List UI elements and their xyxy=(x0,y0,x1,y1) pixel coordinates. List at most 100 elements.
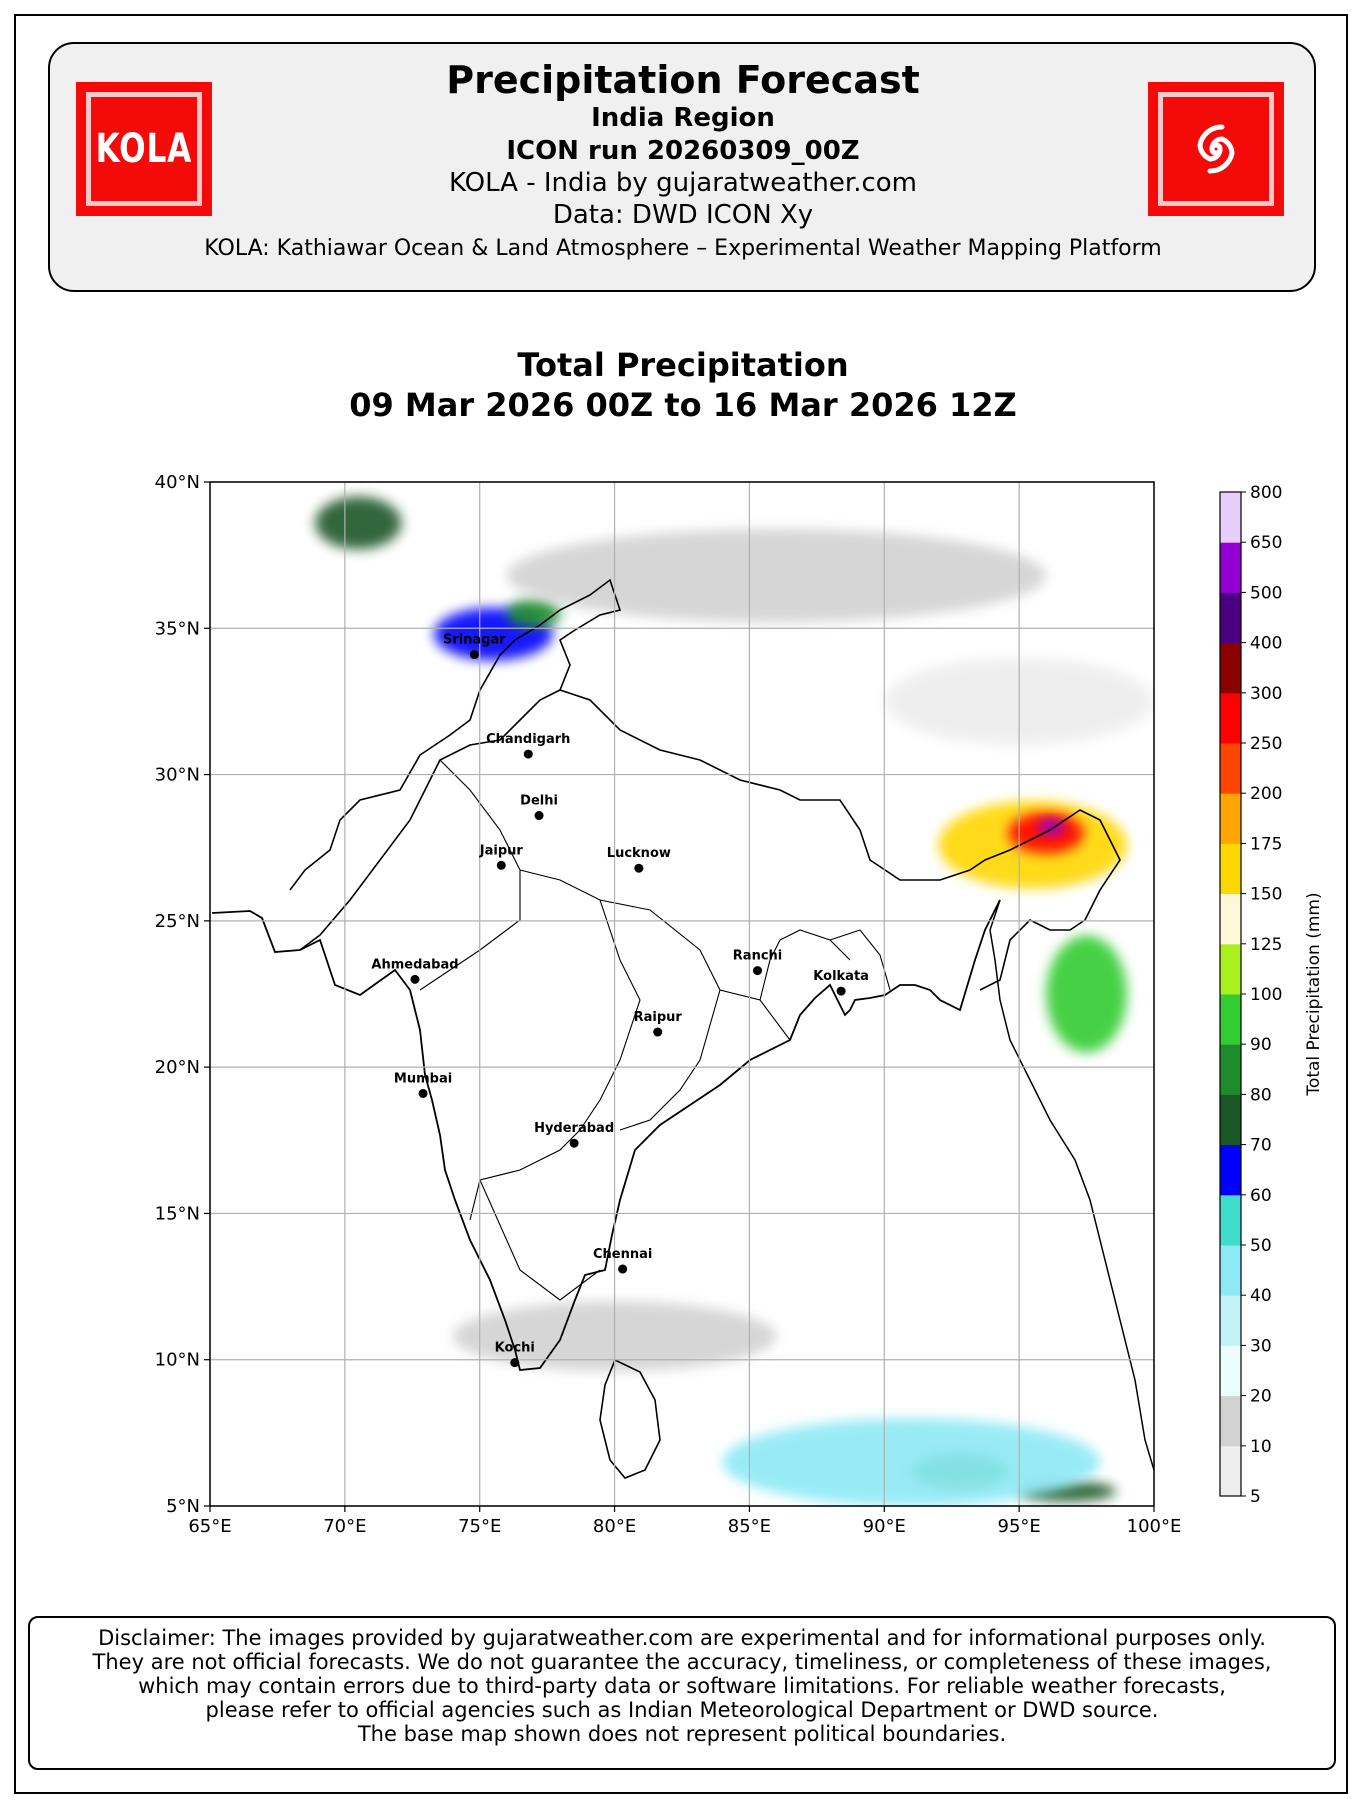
disclaimer-line: please refer to official agencies such a… xyxy=(205,1698,1159,1722)
colorbar-segment xyxy=(1220,1094,1241,1146)
city-label: Kochi xyxy=(495,1341,535,1356)
lon-tick-label: 95°E xyxy=(998,1516,1041,1537)
map-title: Total Precipitation xyxy=(517,346,849,384)
colorbar-tick-label: 400 xyxy=(1250,634,1282,654)
lon-tick-label: 80°E xyxy=(593,1516,636,1537)
colorbar-tick-label: 60 xyxy=(1250,1186,1272,1206)
colorbar-tick-label: 40 xyxy=(1250,1286,1272,1306)
colorbar-tick-label: 175 xyxy=(1250,834,1282,854)
colorbar-tick-label: 80 xyxy=(1250,1085,1272,1105)
colorbar-segment xyxy=(1220,843,1241,895)
disclaimer-line: Disclaimer: The images provided by gujar… xyxy=(98,1626,1266,1650)
lat-tick-label: 5°N xyxy=(166,1496,200,1517)
logo-text: KOLA xyxy=(95,126,193,172)
city-marker xyxy=(469,650,479,660)
header-data-source: Data: DWD ICON Xy xyxy=(552,200,814,230)
colorbar-segment xyxy=(1220,1295,1241,1346)
colorbar-segment xyxy=(1220,642,1241,694)
colorbar-segment xyxy=(1220,793,1241,844)
cyclone-icon xyxy=(1197,124,1235,174)
city-label: Ahmedabad xyxy=(371,957,458,972)
disclaimer-line: The base map shown does not represent po… xyxy=(357,1722,1007,1746)
colorbar-tick-label: 300 xyxy=(1250,684,1282,704)
city-marker xyxy=(410,974,420,984)
disclaimer-line: which may contain errors due to third-pa… xyxy=(138,1674,1226,1698)
city-marker xyxy=(618,1264,628,1274)
lon-tick-label: 100°E xyxy=(1127,1516,1182,1537)
city-label: Delhi xyxy=(520,794,558,809)
lat-tick-label: 25°N xyxy=(155,911,200,932)
city-marker xyxy=(496,860,506,870)
header-title: Precipitation Forecast xyxy=(446,58,920,102)
colorbar-segment xyxy=(1220,1194,1241,1246)
colorbar-segment xyxy=(1220,1245,1241,1296)
colorbar-title: Total Precipitation (mm) xyxy=(1304,892,1324,1096)
disclaimer-line: They are not official forecasts. We do n… xyxy=(92,1650,1272,1674)
colorbar-tick-label: 20 xyxy=(1250,1387,1272,1407)
city-label: Chennai xyxy=(593,1247,652,1262)
precip-area xyxy=(506,528,1047,623)
colorbar-segment xyxy=(1220,1445,1241,1497)
lon-tick-label: 90°E xyxy=(863,1516,906,1537)
city-label: Jaipur xyxy=(479,843,524,858)
colorbar-segment xyxy=(1220,743,1241,794)
header-panel xyxy=(48,42,1316,292)
precip-area xyxy=(1046,935,1128,1053)
kola-logo: KOLA xyxy=(76,82,212,216)
lat-tick-label: 30°N xyxy=(155,765,200,786)
colorbar-segment xyxy=(1220,492,1241,543)
map-border xyxy=(209,481,1155,1507)
colorbar-tick-label: 10 xyxy=(1250,1437,1272,1457)
colorbar-segment xyxy=(1220,943,1241,995)
colorbar-tick-label: 5 xyxy=(1250,1487,1261,1507)
city-marker xyxy=(534,811,544,821)
header-description: KOLA: Kathiawar Ocean & Land Atmosphere … xyxy=(204,236,1162,261)
colorbar: 5 10 20 30 40 50 60 70 80 90 100 125 150 175 200 250 300… xyxy=(1219,483,1324,1507)
precip-area xyxy=(1038,818,1065,837)
colorbar-segment xyxy=(1220,542,1241,593)
lat-tick-label: 40°N xyxy=(155,472,200,493)
lat-tick-label: 10°N xyxy=(155,1350,200,1371)
colorbar-tick-label: 30 xyxy=(1250,1336,1272,1356)
city-marker xyxy=(510,1358,520,1368)
lat-tick-label: 15°N xyxy=(155,1203,200,1224)
colorbar-segment xyxy=(1220,1144,1241,1196)
lon-tick-label: 70°E xyxy=(323,1516,366,1537)
colorbar-tick-label: 150 xyxy=(1250,885,1282,905)
city-marker xyxy=(569,1138,579,1148)
header-run: ICON run 20260309_00Z xyxy=(506,136,860,166)
india-outline xyxy=(211,578,1154,1479)
city-label: Chandigarh xyxy=(486,732,570,747)
city-label: Srinagar xyxy=(443,633,506,648)
colorbar-segment xyxy=(1220,692,1241,744)
colorbar-segment xyxy=(1220,592,1241,644)
city-marker xyxy=(523,749,533,759)
map-axes: 65°E 70°E 75°E 80°E 85°E 90°E 95°E 100°E 40°N 35°… xyxy=(155,472,1182,1537)
lon-tick-label: 85°E xyxy=(728,1516,771,1537)
city-marker xyxy=(634,863,644,873)
colorbar-segment xyxy=(1220,1395,1241,1447)
colorbar-tick-label: 200 xyxy=(1250,784,1282,804)
lat-tick-label: 20°N xyxy=(155,1057,200,1078)
colorbar-tick-label: 125 xyxy=(1250,935,1282,955)
header-provider: KOLA - India by gujaratweather.com xyxy=(448,168,917,198)
city-label: Kolkata xyxy=(813,969,869,984)
colorbar-tick-label: 90 xyxy=(1250,1035,1272,1055)
colorbar-tick-label: 50 xyxy=(1250,1236,1272,1256)
city-marker xyxy=(418,1088,428,1098)
city-marker xyxy=(753,966,763,976)
colorbar-tick-label: 650 xyxy=(1250,533,1282,553)
city-label: Hyderabad xyxy=(534,1121,614,1136)
precip-area xyxy=(506,599,561,629)
colorbar-tick-label: 100 xyxy=(1250,985,1282,1005)
lon-tick-label: 65°E xyxy=(188,1516,231,1537)
colorbar-segment xyxy=(1220,1345,1241,1397)
colorbar-segment xyxy=(1220,994,1241,1045)
city-label: Ranchi xyxy=(733,949,782,964)
city-marker xyxy=(653,1027,663,1037)
colorbar-tick-label: 500 xyxy=(1250,583,1282,603)
colorbar-tick-label: 70 xyxy=(1250,1136,1272,1156)
colorbar-tick-label: 250 xyxy=(1250,734,1282,754)
city-markers: Srinagar Chandigarh Delhi Jaipur Lucknow Ahme… xyxy=(371,633,869,1368)
page-frame xyxy=(14,14,1348,1794)
